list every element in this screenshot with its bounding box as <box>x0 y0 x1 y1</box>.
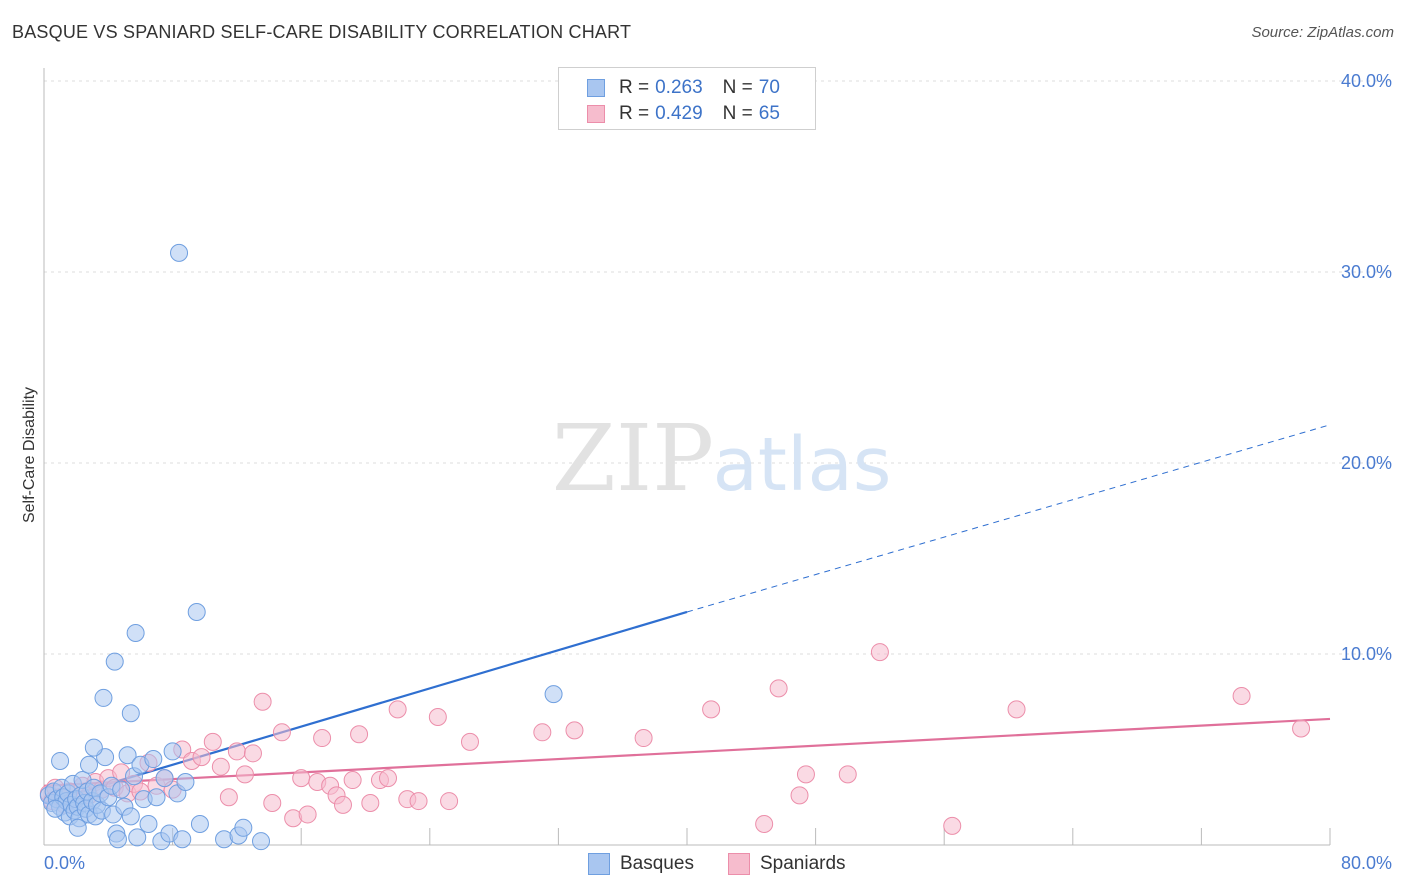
spaniard-point <box>796 765 815 784</box>
basques-trend-projection <box>686 424 1331 613</box>
spaniards-points <box>39 643 1311 835</box>
basques-legend-swatch <box>588 853 610 875</box>
basque-point <box>173 830 192 849</box>
watermark-zip: ZIP <box>552 405 714 512</box>
basque-point <box>126 623 145 642</box>
watermark: ZIP atlas <box>552 405 892 512</box>
basque-point <box>190 814 209 833</box>
spaniard-point <box>203 732 222 751</box>
basque-point <box>170 243 189 262</box>
spaniard-point <box>870 643 889 662</box>
spaniard-point <box>1007 700 1026 719</box>
x-tick-label: 80.0% <box>1341 853 1392 873</box>
basque-point <box>252 832 271 851</box>
basque-point <box>84 738 103 757</box>
spaniard-point <box>192 748 211 767</box>
spaniard-point <box>313 729 332 748</box>
y-axis-label: Self-Care Disability <box>21 387 38 523</box>
basque-point <box>121 807 140 826</box>
spaniards-legend-swatch <box>728 853 750 875</box>
y-tick-label: 40.0% <box>1341 71 1392 91</box>
spaniard-point <box>702 700 721 719</box>
basque-point <box>234 818 253 837</box>
legend-row-spaniards: R = 0.429 N = 65 <box>587 102 780 126</box>
basques-points <box>39 243 563 851</box>
basque-point <box>118 746 137 765</box>
spaniard-point <box>243 744 262 763</box>
spaniard-point <box>379 769 398 788</box>
spaniard-point <box>227 742 246 761</box>
grid-lines <box>44 80 1392 655</box>
spaniard-point <box>253 692 272 711</box>
legend-box: R = 0.263 N = 70 R = 0.429 N = 65 <box>558 67 816 130</box>
spaniard-point <box>409 792 428 811</box>
spaniard-point <box>333 795 352 814</box>
basque-point <box>108 830 127 849</box>
basque-point <box>46 799 65 818</box>
y-tick-label: 30.0% <box>1341 262 1392 282</box>
spaniard-point <box>263 793 282 812</box>
spaniard-point <box>292 769 311 788</box>
basques-swatch <box>587 79 605 97</box>
spaniards-r-value: 0.429 <box>655 103 703 124</box>
spaniard-point <box>361 793 380 812</box>
spaniard-point <box>565 721 584 740</box>
spaniard-point <box>440 792 459 811</box>
spaniards-trend-line <box>43 717 1331 787</box>
spaniard-point <box>838 765 857 784</box>
basque-point <box>187 602 206 621</box>
watermark-atlas: atlas <box>713 422 892 508</box>
basque-point <box>68 818 87 837</box>
basque-point <box>51 751 70 770</box>
spaniard-point <box>211 757 230 776</box>
basque-point <box>105 652 124 671</box>
legend-row-basques: R = 0.263 N = 70 <box>587 76 780 100</box>
basque-point <box>155 769 174 788</box>
basque-point <box>147 788 166 807</box>
basque-point <box>128 828 147 847</box>
bottom-legend-basques: Basques <box>588 852 694 876</box>
basques-legend-label: Basques <box>620 853 694 874</box>
y-tick-label: 10.0% <box>1341 644 1392 664</box>
chart-title: BASQUE VS SPANIARD SELF-CARE DISABILITY … <box>12 22 632 42</box>
y-tick-label: 20.0% <box>1341 453 1392 473</box>
spaniard-point <box>350 725 369 744</box>
spaniards-n-value: 65 <box>758 103 780 124</box>
spaniard-point <box>219 788 238 807</box>
tick-labels: 10.0% 20.0% 30.0% 40.0% 0.0% 80.0% <box>44 71 1392 873</box>
bottom-legend-spaniards: Spaniards <box>728 852 846 876</box>
spaniard-point <box>272 723 291 742</box>
spaniard-point <box>533 723 552 742</box>
spaniards-legend-label: Spaniards <box>760 853 846 874</box>
basque-point <box>139 814 158 833</box>
basque-point <box>80 755 99 774</box>
spaniard-point <box>755 814 774 833</box>
basques-r-value: 0.263 <box>655 77 703 98</box>
source-label: Source: ZipAtlas.com <box>1251 24 1394 41</box>
basque-point <box>121 704 140 723</box>
spaniard-point <box>388 700 407 719</box>
basque-point <box>144 750 163 769</box>
x-tick-label: 0.0% <box>44 853 85 873</box>
spaniard-point <box>460 732 479 751</box>
basque-point <box>163 742 182 761</box>
basque-point <box>112 780 131 799</box>
spaniards-swatch <box>587 105 605 123</box>
basque-point <box>544 685 563 704</box>
spaniard-point <box>790 786 809 805</box>
basque-point <box>94 688 113 707</box>
basque-point <box>176 772 195 791</box>
spaniard-point <box>235 765 254 784</box>
spaniard-point <box>428 708 447 727</box>
spaniard-point <box>343 771 362 790</box>
spaniard-point <box>298 805 317 824</box>
spaniard-point <box>1292 719 1311 738</box>
basques-n-value: 70 <box>758 77 780 98</box>
spaniard-point <box>634 729 653 748</box>
spaniard-point <box>1232 687 1251 706</box>
spaniard-point <box>769 679 788 698</box>
spaniard-point <box>943 816 962 835</box>
